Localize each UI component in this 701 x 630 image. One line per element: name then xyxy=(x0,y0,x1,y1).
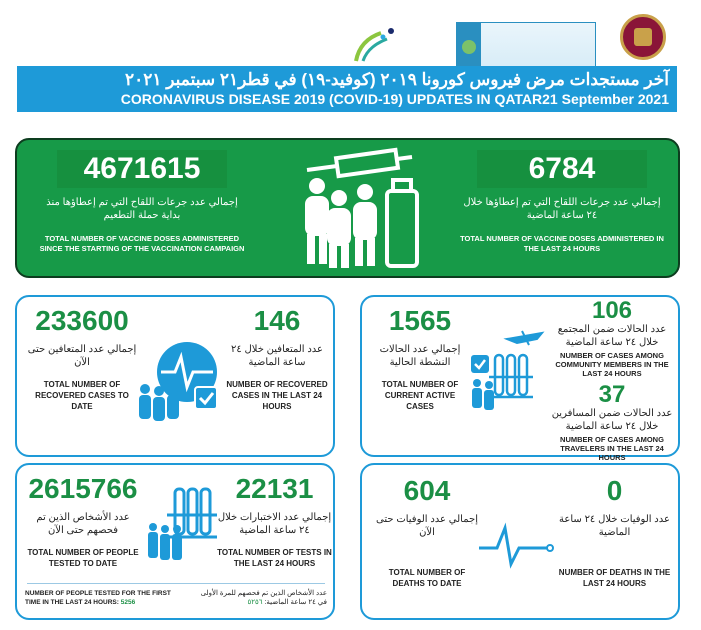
first-time-value-ar: ٥٢٥٦ xyxy=(247,599,263,606)
tests-card: 2615766 عدد الأشخاص الذين تم فحصهم حتى ا… xyxy=(15,463,335,620)
vaccination-family-icon xyxy=(305,147,419,268)
stat-label-ar: عدد المتعافين خلال ٢٤ ساعة الماضية xyxy=(230,344,324,368)
stat-value: 37 xyxy=(598,381,626,408)
total-recovered: 233600 إجمالي عدد المتعافين حتى الآن TOT… xyxy=(27,305,137,412)
vaccine-panel: 4671615 إجمالي عدد جرعات اللقاح التي تم … xyxy=(15,138,680,278)
plane-test-tubes-icon xyxy=(471,330,545,410)
recovered-card: 233600 إجمالي عدد المتعافين حتى الآن TOT… xyxy=(15,295,335,457)
stat-label-en: NUMBER OF CASES AMONG TRAVELERS IN THE L… xyxy=(560,435,664,462)
stat-label-ar: عدد الوفيات خلال ٢٤ ساعة الماضية xyxy=(559,514,670,538)
stat-label-en: TOTAL NUMBER OF PEOPLE TESTED TO DATE xyxy=(27,548,139,568)
stat-label-ar: إجمالي عدد المتعافين حتى الآن xyxy=(27,344,137,368)
first-time-label: NUMBER OF PEOPLE TESTED FOR THE FIRST TI… xyxy=(25,590,171,606)
community-cases: 106 عدد الحالات ضمن المجتمع خلال ٢٤ ساعة… xyxy=(547,297,677,379)
stat-value: 106 xyxy=(591,297,633,324)
stat-label-ar: إجمالي عدد الحالات النشطة الحالية xyxy=(379,344,461,368)
stat-label-ar: عدد الحالات ضمن المجتمع خلال ٢٤ ساعة الم… xyxy=(557,324,667,348)
stat-label-ar: إجمالي عدد جرعات اللقاح التي تم إعطاؤها … xyxy=(46,197,238,221)
stat-value: 146 xyxy=(253,305,301,336)
stat-label-en: NUMBER OF CASES AMONG COMMUNITY MEMBERS … xyxy=(555,351,669,378)
stat-label-en: TOTAL NUMBER OF DEATHS TO DATE xyxy=(388,568,466,588)
tests-last24: 22131 إجمالي عدد الاختبارات خلال ٢٤ ساعة… xyxy=(217,473,332,569)
stat-value: 0 xyxy=(606,475,623,506)
stat-value: 2615766 xyxy=(28,473,138,504)
stat-value: 1565 xyxy=(388,305,452,336)
stat-label-en: TOTAL NUMBER OF CURRENT ACTIVE CASES xyxy=(381,380,459,411)
stat-label-en: NUMBER OF RECOVERED CASES IN THE LAST 24… xyxy=(226,380,328,411)
stat-label-en: TOTAL NUMBER OF VACCINE DOSES ADMINISTER… xyxy=(460,234,664,253)
stat-label-ar: إجمالي عدد الاختبارات خلال ٢٤ ساعة الماض… xyxy=(217,512,332,536)
last24-vaccine-doses: 6784 إجمالي عدد جرعات اللقاح التي تم إعط… xyxy=(457,150,667,254)
stat-label-en: TOTAL NUMBER OF VACCINE DOSES ADMINISTER… xyxy=(39,234,245,253)
first-time-label-ar: عدد الأشخاص الذين تم فحصهم للمرة الأولى … xyxy=(200,590,327,606)
moph-logo xyxy=(620,14,666,60)
people-test-tubes-icon xyxy=(148,487,217,560)
total-vaccine-doses: 4671615 إجمالي عدد جرعات اللقاح التي تم … xyxy=(37,150,247,254)
stat-label-ar: إجمالي عدد جرعات اللقاح التي تم إعطاؤها … xyxy=(463,197,661,221)
heartbeat-line-icon xyxy=(479,522,554,569)
traveler-cases: 37 عدد الحالات ضمن المسافرين خلال ٢٤ ساع… xyxy=(547,381,677,463)
stat-label-en: NUMBER OF DEATHS IN THE LAST 24 HOURS xyxy=(558,568,671,588)
divider xyxy=(27,583,325,584)
stat-value: 6784 xyxy=(477,150,647,188)
stat-label-ar: عدد الأشخاص الذين تم فحصهم حتى الآن xyxy=(36,512,130,536)
total-active: 1565 إجمالي عدد الحالات النشطة الحالية T… xyxy=(370,305,470,412)
stat-label-ar: إجمالي عدد الوفيات حتى الآن xyxy=(376,514,478,538)
active-cases-card: 1565 إجمالي عدد الحالات النشطة الحالية T… xyxy=(360,295,680,462)
deaths-last24: 0 عدد الوفيات خلال ٢٤ ساعة الماضية NUMBE… xyxy=(557,475,672,589)
stat-value: 4671615 xyxy=(57,150,227,188)
first-time-tested-en: NUMBER OF PEOPLE TESTED FOR THE FIRST TI… xyxy=(25,589,185,607)
title-english: CORONAVIRUS DISEASE 2019 (COVID-19) UPDA… xyxy=(120,91,669,107)
title-banner: آخر مستجدات مرض فيروس كورونا ٢٠١٩ (كوفيد… xyxy=(17,66,677,112)
first-time-tested-ar: عدد الأشخاص الذين تم فحصهم للمرة الأولى … xyxy=(197,589,327,607)
stat-value: 233600 xyxy=(35,305,129,336)
hmc-logo xyxy=(456,22,596,72)
stat-label-en: TOTAL NUMBER OF RECOVERED CASES TO DATE xyxy=(35,380,129,411)
recovered-last24: 146 عدد المتعافين خلال ٢٤ ساعة الماضية N… xyxy=(222,305,332,412)
title-arabic: آخر مستجدات مرض فيروس كورونا ٢٠١٩ (كوفيد… xyxy=(125,70,669,89)
people-tested: 2615766 عدد الأشخاص الذين تم فحصهم حتى ا… xyxy=(23,473,143,569)
stat-label-ar: عدد الحالات ضمن المسافرين خلال ٢٤ ساعة ا… xyxy=(551,408,673,432)
stat-value: 604 xyxy=(403,475,451,506)
phcc-logo xyxy=(318,14,433,74)
stat-label-en: TOTAL NUMBER OF TESTS IN THE LAST 24 HOU… xyxy=(217,548,332,568)
deaths-card: 604 إجمالي عدد الوفيات حتى الآن TOTAL NU… xyxy=(360,463,680,620)
stat-value: 22131 xyxy=(235,473,314,504)
recovered-health-icon xyxy=(139,342,218,421)
total-deaths: 604 إجمالي عدد الوفيات حتى الآن TOTAL NU… xyxy=(372,475,482,589)
first-time-value: 5256 xyxy=(120,599,136,606)
